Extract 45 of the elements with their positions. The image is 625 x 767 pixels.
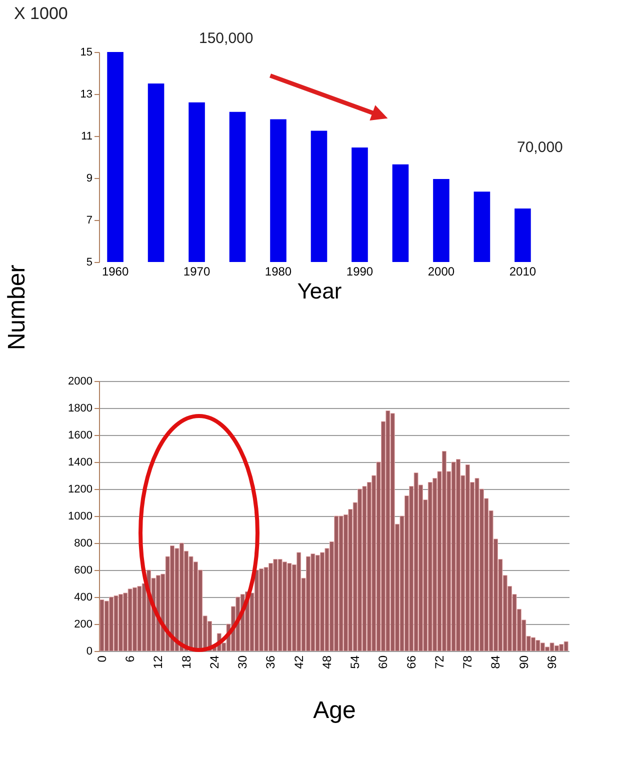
y-axis-title: Number [4, 264, 30, 350]
x-tick-label: 54 [348, 655, 362, 669]
x-tick-label: 18 [179, 655, 194, 669]
text: X 1000 [14, 4, 68, 23]
y-tick-label: 2000 [68, 376, 92, 388]
x-tick-label: 78 [460, 655, 475, 669]
x-tick-label: 30 [236, 655, 250, 669]
y-tick-label: 1000 [68, 510, 92, 522]
y-tick-label: 7 [86, 214, 92, 226]
x-tick-label: 1960 [102, 264, 129, 278]
y-tick-label: 1200 [68, 484, 92, 496]
x-tick-label: 48 [320, 655, 334, 669]
y-tick-label: 200 [74, 618, 92, 630]
y-tick-label: 1800 [68, 402, 92, 414]
y-tick-label: 9 [86, 172, 92, 184]
x-tick-label: 72 [432, 655, 446, 669]
x-tick-label: 1980 [264, 264, 292, 278]
x-tick-label: 6 [123, 655, 138, 662]
y-tick-label: 1600 [68, 430, 92, 442]
y-tick-label: 800 [74, 538, 92, 550]
x-tick-label: 12 [151, 655, 166, 669]
y-tick-label: 400 [74, 592, 92, 604]
annotation: 70,000 [517, 139, 563, 156]
x-tick-label: 2000 [428, 264, 455, 278]
x-tick-label: 1990 [346, 264, 374, 278]
x-tick-label: 24 [207, 655, 222, 669]
x-tick-label: 84 [488, 655, 503, 669]
text: 150,000 [199, 30, 254, 47]
x-tick-label: 2010 [509, 264, 536, 278]
x-tick-label: 90 [516, 655, 531, 669]
y-tick-label: 600 [74, 564, 92, 576]
x-tick-label: 1970 [183, 264, 210, 278]
x-tick-label: 96 [545, 655, 560, 669]
x-tick-label: 66 [404, 655, 418, 669]
x-tick-label: 60 [376, 655, 390, 669]
x-tick-label: 42 [292, 655, 306, 669]
x-tick-label: 36 [264, 655, 278, 669]
y-tick-label: 13 [80, 88, 92, 100]
y-tick-label: 1400 [68, 456, 92, 468]
x-axis-title: Year [297, 278, 342, 304]
y-tick-label: 5 [86, 256, 92, 268]
x-axis-title: Age [313, 696, 356, 724]
y-tick-label: 15 [80, 46, 92, 58]
y-tick-label: 11 [81, 130, 92, 142]
x-tick-label: 0 [94, 655, 109, 662]
